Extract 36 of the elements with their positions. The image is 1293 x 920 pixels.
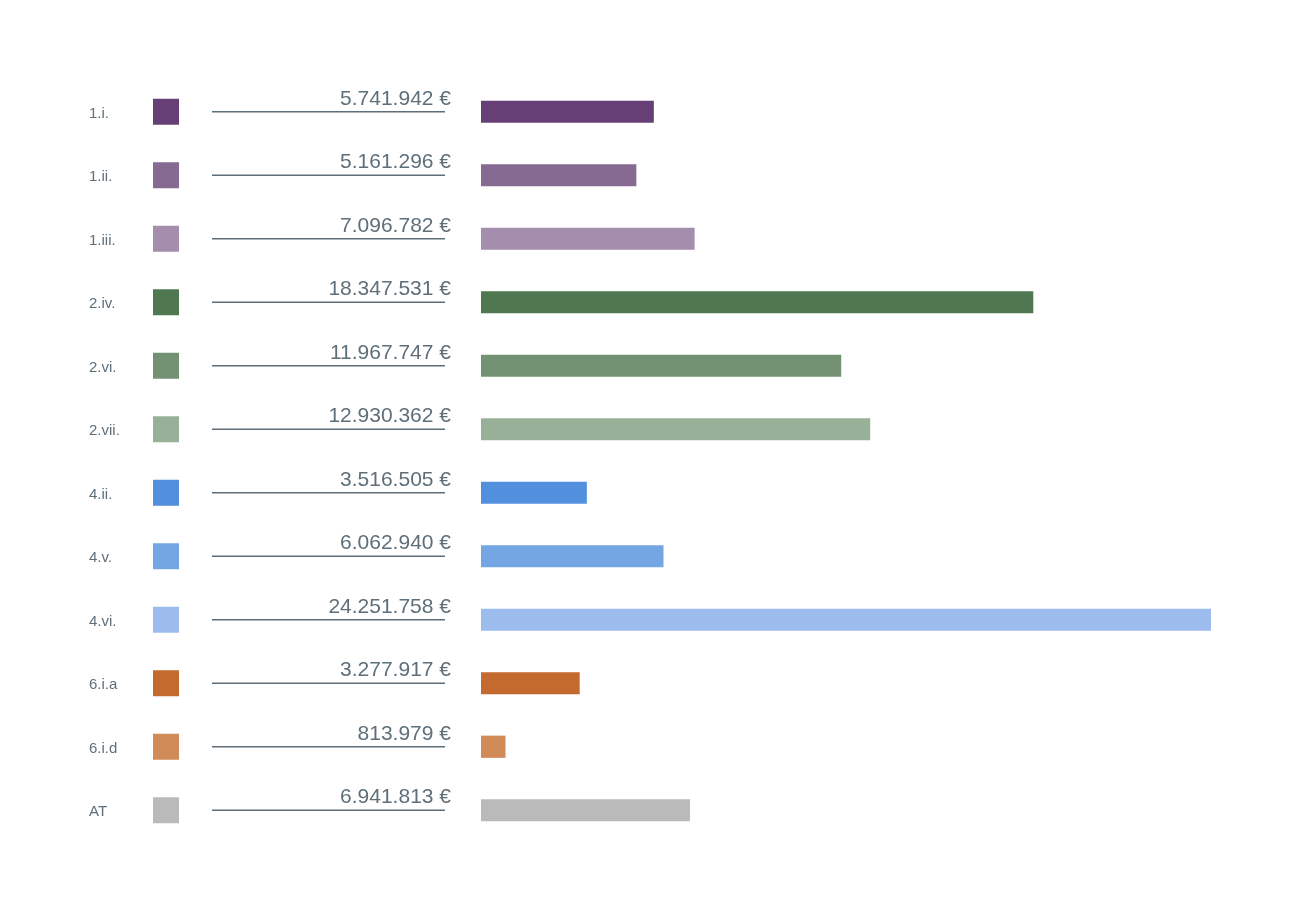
bar [481,481,587,504]
data-label: 7.096.782 € [340,212,452,236]
bar [481,164,637,187]
y-tick-label: 6.i.a [89,675,119,693]
y-tick-label: 1.iii. [89,230,116,248]
y-tick-label: 2.vi. [89,357,117,375]
data-label: 11.967.747 € [329,339,452,363]
data-label: 18.347.531 € [328,276,452,300]
bar [481,799,690,822]
y-tick-label: 1.ii. [89,167,113,185]
y-tick-label: 1.i. [89,103,110,121]
bar [481,354,842,377]
bar [481,608,1211,631]
data-label: 24.251.758 € [328,593,452,617]
data-label: 3.277.917 € [340,657,452,681]
bar [481,291,1034,314]
y-tick-label: 4.v. [89,548,113,566]
data-label: 5.161.296 € [340,149,452,173]
data-label: 3.516.505 € [340,466,452,490]
bar [481,418,871,441]
bar [481,735,506,758]
y-tick-label: 2.iv. [89,294,116,312]
y-tick-label: AT [89,802,108,820]
y-tick-label: 6.i.d [89,738,118,756]
bar [481,545,664,568]
bar [481,672,580,695]
y-tick-label: 4.ii. [89,484,113,502]
data-label: 6.941.813 € [340,784,452,808]
data-label: 813.979 € [357,720,452,744]
bar [481,100,654,123]
y-tick-label: 4.vi. [89,611,117,629]
data-label: 6.062.940 € [340,530,452,554]
data-label: 12.930.362 € [328,403,452,427]
bar [481,227,695,250]
data-label: 5.741.942 € [340,85,452,109]
y-tick-label: 2.vii. [89,421,120,439]
